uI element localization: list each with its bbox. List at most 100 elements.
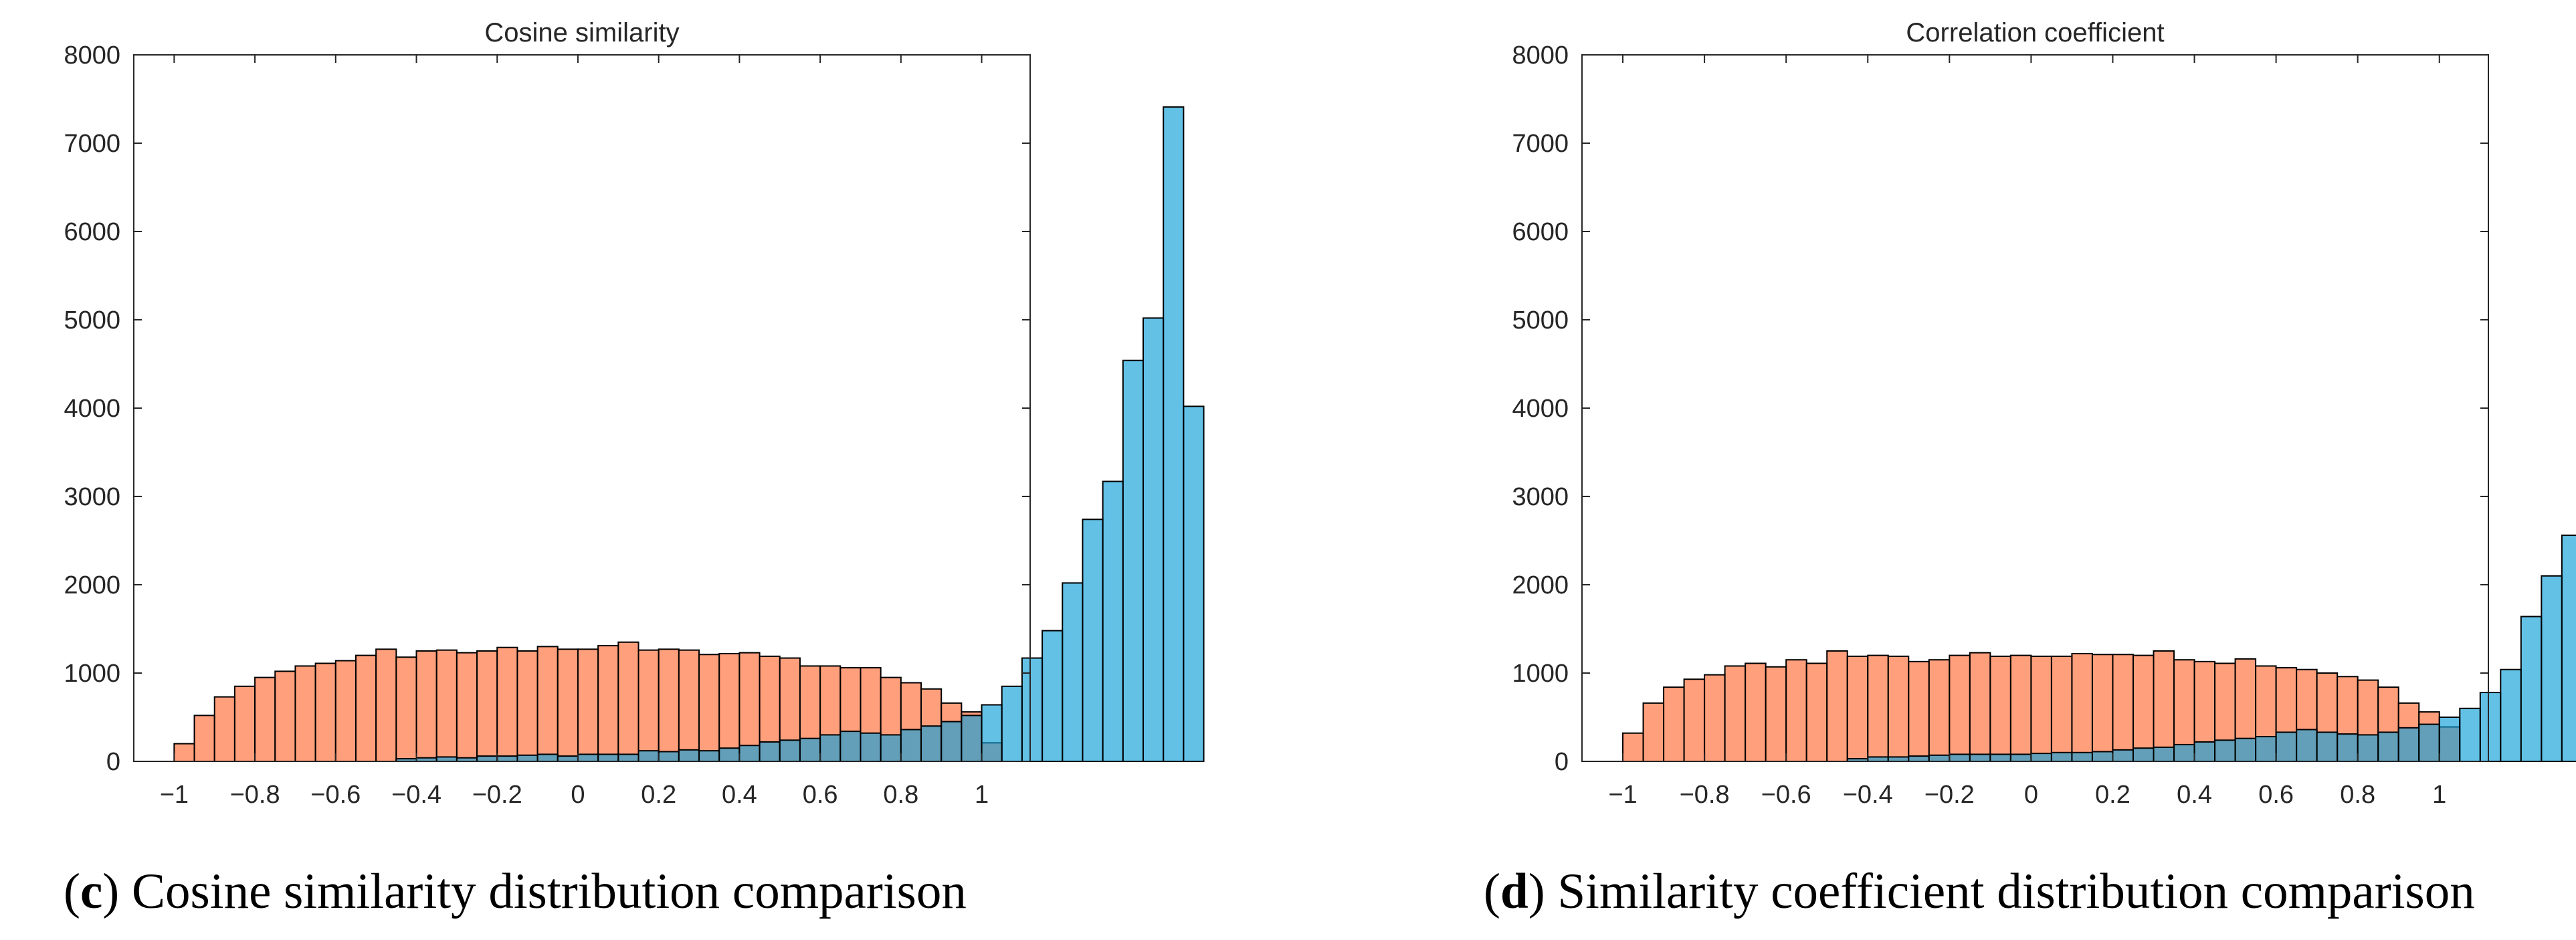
bar-blue-17	[738, 745, 761, 762]
bar-orange-25	[2132, 654, 2155, 762]
bar-orange-21	[597, 645, 619, 763]
y-tick-label: 4000	[64, 395, 120, 423]
bar-orange-13	[1887, 655, 1910, 762]
bar-orange-27	[718, 652, 740, 763]
bar-orange-22	[2071, 652, 2093, 763]
caption-d: (d) Similarity coefficient distribution …	[1484, 864, 2475, 919]
bar-blue-37	[1143, 317, 1165, 762]
x-tick-label: −1	[1608, 781, 1637, 809]
bar-orange-18	[536, 646, 559, 763]
bar-blue-24	[2337, 733, 2359, 762]
y-tick-label: 5000	[1512, 306, 1569, 335]
bar-blue-9	[577, 753, 599, 762]
y-tick-label: 7000	[64, 130, 120, 158]
bar-orange-18	[1989, 655, 2011, 762]
x-tick-label: −0.8	[1680, 781, 1730, 809]
chart-correlation-coefficient: −1 −0.8 −0.6 −0.4 −0.2 0 0.2 0.4 0.6 0.8 1 0 1000 200…	[1512, 18, 2576, 809]
bar-orange-2	[1663, 686, 1685, 762]
y-tick-label: 8000	[64, 41, 120, 70]
bar-orange-26	[698, 654, 720, 763]
bar-orange-15	[476, 650, 498, 762]
bar-blue-7	[1989, 753, 2011, 762]
x-tick-label: −0.6	[310, 781, 361, 809]
x-tick-label: 0	[571, 781, 585, 809]
bar-orange-25	[678, 649, 700, 762]
y-tick-label: 8000	[1512, 41, 1569, 70]
bar-orange-1	[1642, 702, 1665, 763]
bar-blue-29	[981, 704, 1003, 763]
y-tick-label: 5000	[64, 306, 120, 335]
x-tick-label: −0.6	[1761, 781, 1811, 809]
bar-blue-30	[2459, 707, 2481, 763]
bar-blue-30	[1001, 685, 1023, 763]
y-tick-label: 2000	[64, 571, 120, 599]
bar-orange-24	[2112, 654, 2134, 763]
bar-blue-22	[839, 731, 862, 762]
bar-blue-28	[2418, 723, 2440, 763]
bar-blue-20	[2255, 736, 2277, 763]
bar-blue-32	[1042, 630, 1064, 763]
x-tick-label: 0.2	[2095, 781, 2131, 809]
bar-orange-23	[2091, 654, 2114, 763]
plot-area	[1582, 55, 2488, 761]
bar-orange-24	[658, 648, 680, 762]
bar-blue-7	[536, 753, 559, 762]
bar-orange-10	[375, 648, 397, 762]
bar-blue-8	[557, 755, 579, 762]
bar-orange-11	[395, 656, 417, 762]
bar-blue-3	[1908, 755, 1930, 762]
bar-blue-20	[799, 737, 821, 763]
x-tick-label: 0.8	[2340, 781, 2375, 809]
caption-d-letter: d	[1500, 864, 1528, 919]
bar-blue-16	[718, 747, 740, 762]
x-tick-label: 0.8	[883, 781, 918, 809]
bar-blue-21	[2275, 731, 2298, 762]
bar-blue-21	[819, 734, 841, 763]
bar-orange-11	[1846, 655, 1869, 762]
y-tick-label: 1000	[64, 660, 120, 688]
caption-c-text: Cosine similarity distribution compariso…	[119, 864, 967, 919]
bar-blue-25	[900, 729, 922, 762]
chart-title: Cosine similarity	[484, 18, 679, 48]
y-tick-label: 7000	[1512, 130, 1569, 158]
bar-blue-18	[2214, 739, 2236, 762]
x-tick-label: −0.8	[230, 781, 280, 809]
y-tick-label: 3000	[64, 483, 120, 511]
bar-orange-16	[496, 646, 518, 762]
chart-panel-c: −1 −0.8 −0.6 −0.4 −0.2 0 0.2 0.4 0.6 0.8 1 0 1000 200…	[0, 0, 1288, 937]
bar-blue-31	[2479, 692, 2502, 763]
bar-orange-6	[294, 665, 316, 762]
x-tick-label: −0.2	[1924, 781, 1975, 809]
bar-blue-4	[1928, 754, 1951, 763]
y-tick-label: 6000	[64, 218, 120, 246]
bar-blue-26	[2377, 731, 2399, 762]
bar-orange-21	[2050, 655, 2073, 762]
caption-c-letter: c	[80, 864, 103, 919]
y-tick-label: 3000	[1512, 483, 1569, 511]
bar-orange-16	[1949, 654, 1971, 762]
bar-orange-0	[1622, 732, 1644, 763]
bar-orange-12	[415, 650, 437, 762]
bar-orange-9	[1805, 662, 1828, 762]
x-tick-label: 0.4	[2177, 781, 2212, 809]
bar-blue-35	[2561, 535, 2576, 763]
bar-orange-5	[1724, 665, 1747, 762]
bar-blue-14	[678, 749, 700, 762]
bar-blue-5	[1949, 753, 1971, 762]
caption-c: (c) Cosine similarity distribution compa…	[64, 864, 967, 919]
x-tick-label: 0.6	[2258, 781, 2294, 809]
bar-blue-13	[658, 751, 680, 762]
bar-blue-24	[880, 734, 902, 763]
bar-orange-7	[314, 662, 336, 762]
bar-orange-14	[456, 652, 478, 763]
bar-orange-23	[637, 649, 660, 762]
bar-orange-3	[1683, 678, 1706, 762]
y-tick-label: 1000	[1512, 660, 1569, 688]
bar-blue-15	[698, 750, 720, 763]
y-tick-label: 6000	[1512, 218, 1569, 246]
x-tick-label: 0	[2024, 781, 2038, 809]
bar-orange-8	[1785, 659, 1807, 763]
bar-orange-0	[173, 743, 195, 762]
x-tick-label: −0.2	[472, 781, 522, 809]
x-tick-label: 0.6	[803, 781, 838, 809]
